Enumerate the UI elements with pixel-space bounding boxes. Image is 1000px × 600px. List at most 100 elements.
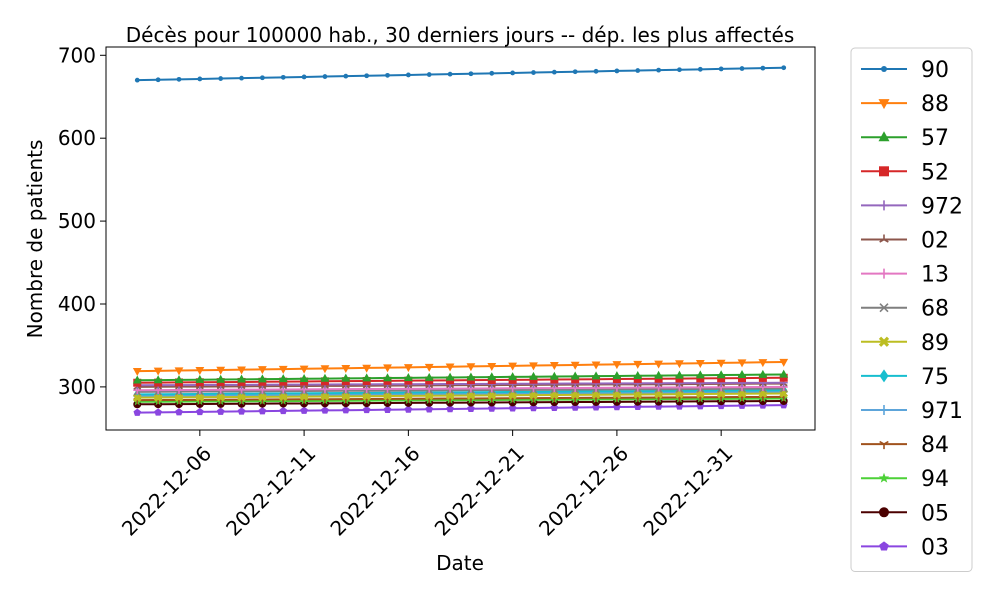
data-point-57 xyxy=(153,375,163,384)
legend-marker xyxy=(879,268,889,279)
data-point-52 xyxy=(779,373,788,382)
data-point-57 xyxy=(195,374,205,383)
data-point-90 xyxy=(239,75,244,81)
data-point-52 xyxy=(738,374,747,383)
legend-item-68: 68 xyxy=(861,297,949,322)
legend-item-13: 13 xyxy=(861,263,949,288)
series-line-88 xyxy=(137,361,784,373)
data-point-57 xyxy=(341,373,351,382)
data-point-90 xyxy=(697,66,703,72)
data-point-89 xyxy=(278,392,288,402)
x-tick-label: 2022-12-31 xyxy=(638,441,737,540)
data-point-03 xyxy=(342,406,350,414)
legend-marker xyxy=(879,541,889,551)
data-point-03 xyxy=(237,407,246,415)
data-point-88 xyxy=(445,363,455,372)
data-point-89 xyxy=(237,392,246,402)
legend-marker xyxy=(879,200,889,211)
data-point-57 xyxy=(257,374,267,383)
y-tick-label: 300 xyxy=(58,375,96,399)
data-point-88 xyxy=(383,364,392,373)
data-point-57 xyxy=(132,375,142,384)
data-point-03 xyxy=(300,406,308,414)
data-point-57 xyxy=(383,373,392,382)
data-point-03 xyxy=(383,405,392,413)
data-point-88 xyxy=(174,367,184,376)
y-tick-label: 400 xyxy=(58,292,96,316)
data-point-03 xyxy=(529,404,538,412)
legend-label: 05 xyxy=(921,501,949,526)
data-point-88 xyxy=(654,360,664,369)
data-point-03 xyxy=(279,406,288,415)
data-point-57 xyxy=(779,369,789,378)
data-point-88 xyxy=(716,359,726,368)
series-90 xyxy=(134,65,787,83)
data-point-88 xyxy=(758,359,768,368)
y-tick-label: 500 xyxy=(58,209,96,233)
data-point-90 xyxy=(572,69,578,75)
data-point-88 xyxy=(237,366,246,375)
legend-item-03: 03 xyxy=(861,535,949,560)
data-point-89 xyxy=(216,392,226,402)
data-point-52 xyxy=(758,373,767,382)
legend-item-84: 84 xyxy=(861,433,949,458)
data-point-90 xyxy=(385,72,390,78)
legend-label: 89 xyxy=(921,331,949,356)
data-point-57 xyxy=(299,373,309,382)
data-point-89 xyxy=(258,392,267,402)
data-point-88 xyxy=(779,358,789,367)
x-tick-label: 2022-12-21 xyxy=(430,441,529,540)
legend-item-02: 02 xyxy=(861,229,949,254)
series-13 xyxy=(133,382,788,395)
data-point-57 xyxy=(654,370,664,379)
data-point-88 xyxy=(341,364,351,373)
data-point-90 xyxy=(301,74,307,80)
data-point-03 xyxy=(508,404,517,412)
series-line-90 xyxy=(137,66,784,82)
data-point-89 xyxy=(174,393,184,402)
data-point-90 xyxy=(197,76,203,82)
data-point-03 xyxy=(404,405,413,413)
legend-label: 972 xyxy=(921,194,963,219)
data-point-88 xyxy=(320,365,330,374)
data-point-88 xyxy=(466,363,476,372)
legend-marker xyxy=(878,131,890,142)
data-point-03 xyxy=(175,408,183,416)
legend-marker xyxy=(878,336,890,347)
data-point-89 xyxy=(195,392,205,402)
data-point-88 xyxy=(195,367,205,376)
series-88 xyxy=(132,358,789,376)
legend-item-05: 05 xyxy=(861,501,949,526)
data-point-88 xyxy=(153,367,163,376)
x-axis-label: Date xyxy=(436,551,484,575)
legend-label: 84 xyxy=(921,433,949,458)
data-point-89 xyxy=(320,392,330,401)
data-point-57 xyxy=(466,372,476,381)
legend-label: 88 xyxy=(921,92,949,117)
legend-marker xyxy=(879,507,889,518)
plot-area xyxy=(132,65,789,416)
data-point-03 xyxy=(216,407,225,415)
legend-label: 57 xyxy=(921,126,949,151)
legend-label: 75 xyxy=(921,365,949,390)
data-point-90 xyxy=(656,67,662,73)
data-point-03 xyxy=(467,404,475,412)
data-point-88 xyxy=(570,361,580,370)
data-point-89 xyxy=(299,392,309,401)
legend-label: 52 xyxy=(921,160,949,185)
data-point-90 xyxy=(718,66,724,72)
data-point-89 xyxy=(424,391,434,401)
legend-item-88: 88 xyxy=(861,92,949,117)
data-point-03 xyxy=(258,407,267,415)
data-point-88 xyxy=(633,360,643,369)
legend-item-57: 57 xyxy=(861,126,949,151)
data-point-88 xyxy=(591,361,601,370)
data-point-90 xyxy=(405,72,411,78)
legend-label: 68 xyxy=(921,297,949,322)
data-point-88 xyxy=(257,366,267,375)
legend-marker xyxy=(879,405,889,415)
legend-item-52: 52 xyxy=(861,160,949,185)
x-axis: 2022-12-06 2022-12-11 2022-12-16 2022-12-21… xyxy=(117,430,737,540)
data-point-88 xyxy=(529,362,538,371)
